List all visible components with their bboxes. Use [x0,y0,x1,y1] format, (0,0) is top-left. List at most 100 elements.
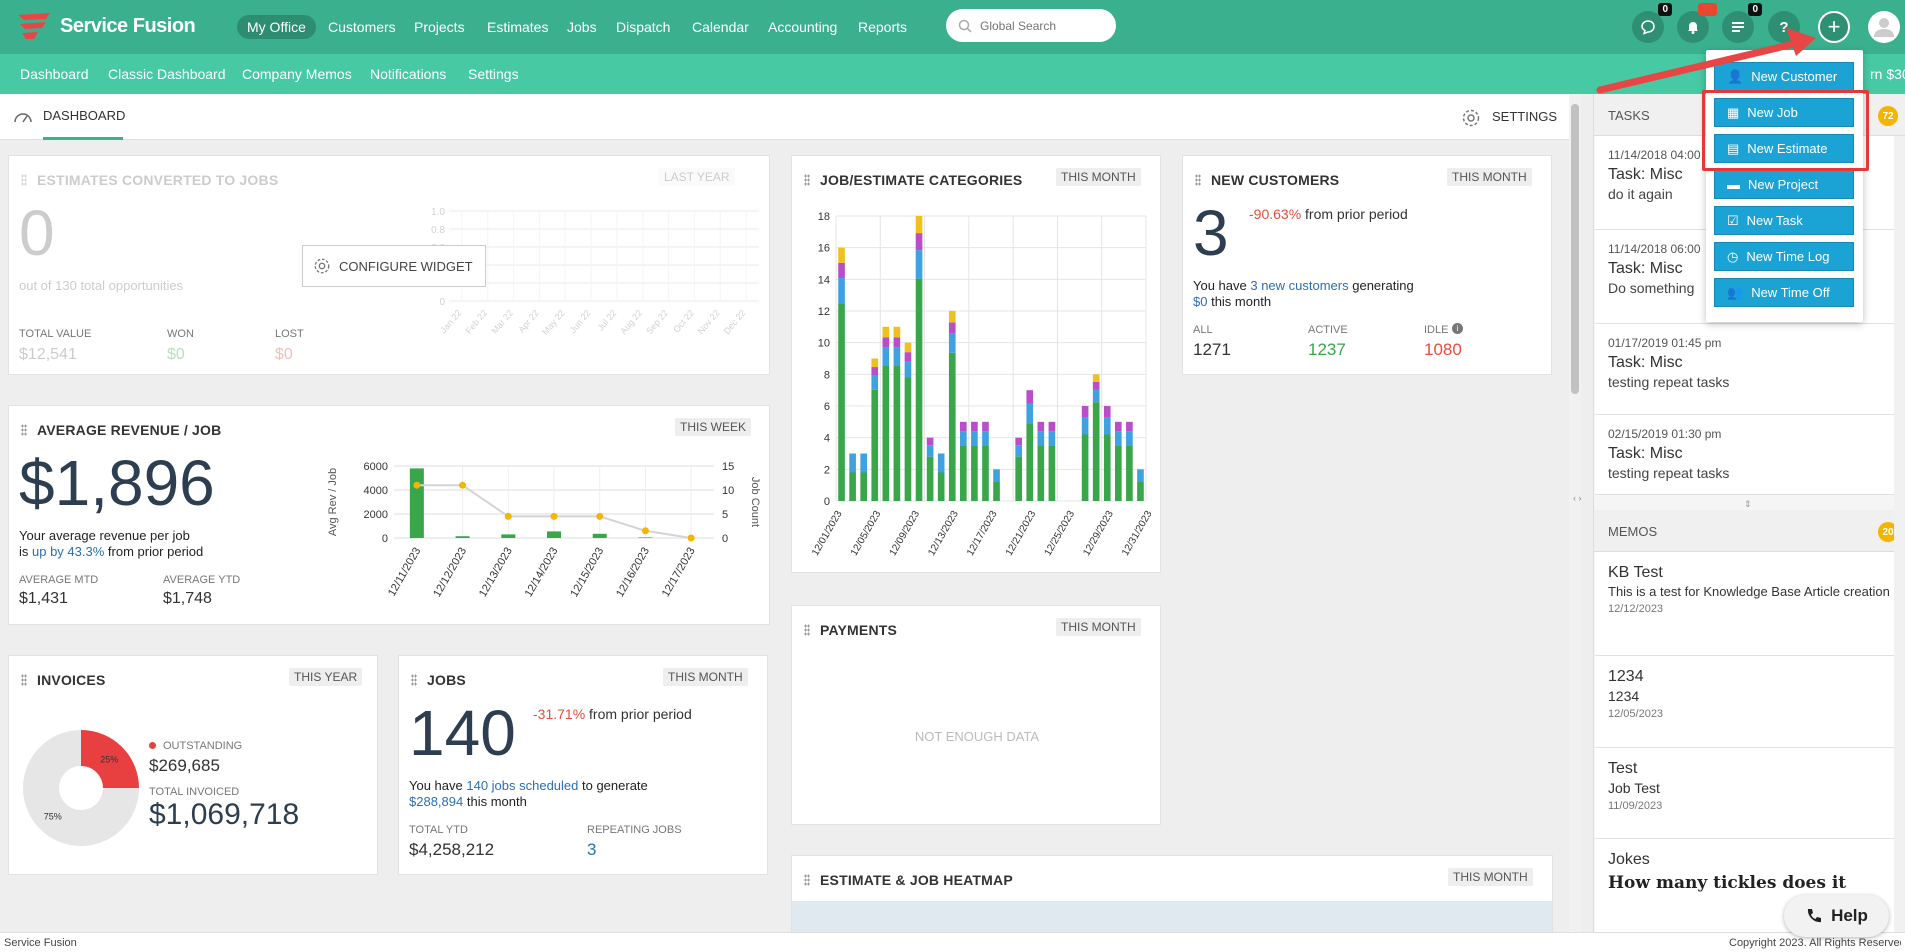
line-point [641,527,649,535]
period-select[interactable]: THIS WEEK [675,418,752,436]
scrollbar-thumb[interactable] [1571,104,1579,394]
chat-button[interactable]: 0 [1632,3,1672,43]
bar-segment [1126,445,1133,501]
subnav-company-memos[interactable]: Company Memos [242,66,352,82]
notifications-button[interactable]: 70 [1677,3,1717,43]
change-link[interactable]: up by 43.3% [32,544,105,559]
configure-widget-button[interactable]: CONFIGURE WIDGET [302,245,486,287]
subnav-dashboard[interactable]: Dashboard [20,66,89,82]
tasks-list-button[interactable]: 0 [1722,3,1762,43]
new-customers-revenue-link[interactable]: $0 [1193,294,1208,309]
user-avatar[interactable] [1868,11,1900,43]
jobs-scheduled-link[interactable]: 140 jobs scheduled [466,778,579,793]
drag-handle-icon[interactable] [21,674,27,686]
drag-handle-icon[interactable] [1195,174,1201,186]
tasks-count: 72 [1878,106,1898,126]
y2-tick-label: 0 [722,533,728,545]
quick-add-button[interactable]: + [1818,11,1850,43]
memo-item[interactable]: Test Job Test 11/09/2023 [1595,748,1905,839]
panel-scrollbar[interactable] [1894,136,1905,932]
y-tick-label: 4 [824,433,830,445]
help-button[interactable]: Help [1784,895,1889,937]
x-tick-label: Jan 22 [438,308,463,335]
nav-calendar[interactable]: Calendar [692,19,749,35]
bar-segment [1048,445,1056,501]
new-customer-button[interactable]: 👤 New Customer [1714,62,1854,91]
memo-item[interactable]: 1234 1234 12/05/2023 [1595,656,1905,748]
task-item[interactable]: 02/15/2019 01:30 pm Task: Misc testing r… [1595,415,1905,495]
new-project-button[interactable]: ▬ New Project [1714,170,1854,199]
x-tick-label: 12/17/2023 [660,546,698,600]
nav-accounting[interactable]: Accounting [768,19,838,35]
period-select[interactable]: THIS MONTH [1056,168,1141,186]
nav-estimates[interactable]: Estimates [487,19,549,35]
y-tick-label: 0 [382,533,388,545]
new-customers-link[interactable]: 3 new customers [1250,278,1349,293]
period-select[interactable]: THIS MONTH [1448,868,1533,886]
y-tick-label: 2000 [364,509,388,521]
drag-handle-icon[interactable] [804,174,810,186]
total-invoiced-label: TOTAL INVOICED [149,786,240,798]
drag-handle-icon[interactable] [411,674,417,686]
bar-segment [1115,431,1122,446]
period-select[interactable]: LAST YEAR [659,168,735,186]
period-select[interactable]: THIS YEAR [289,668,363,686]
period-select[interactable]: THIS MONTH [1056,618,1141,636]
gear-icon[interactable] [1461,108,1481,128]
nav-customers[interactable]: Customers [328,19,396,35]
nav-my-office[interactable]: My Office [237,15,316,39]
new-estimate-button[interactable]: ▤ New Estimate [1714,134,1854,163]
tab-underline [43,137,123,140]
subnav-classic-dashboard[interactable]: Classic Dashboard [108,66,226,82]
main-scrollbar[interactable] [1569,94,1581,932]
categories-card: JOB/ESTIMATE CATEGORIES THIS MONTH 18 16 1… [791,155,1161,573]
heatmap-map[interactable] [792,901,1552,933]
top-nav: Service Fusion My Office Customers Proje… [0,0,1905,54]
task-item[interactable]: 01/17/2019 01:45 pm Task: Misc testing r… [1595,324,1905,415]
new-task-button[interactable]: ☑ New Task [1714,206,1854,235]
avg-mtd-value: $1,431 [19,590,68,607]
avg-revenue-card: AVERAGE REVENUE / JOB THIS WEEK $1,896 Y… [8,405,770,625]
search-input[interactable] [980,18,1100,33]
memo-item[interactable]: Jokes How many tickles does it [1595,839,1905,932]
bar-segment [948,322,956,334]
bar [501,534,516,538]
idle-value: 1080 [1424,340,1462,359]
settings-link[interactable]: SETTINGS [1492,109,1558,124]
period-select[interactable]: THIS MONTH [663,668,748,686]
bar-segment [948,333,956,353]
total-ytd-value: $4,258,212 [409,840,495,859]
nav-projects[interactable]: Projects [414,19,465,35]
bar-segment [982,431,989,446]
drag-handle-icon[interactable] [804,624,810,636]
drag-handle-icon[interactable] [21,174,27,186]
dashboard-tab[interactable]: DASHBOARD [43,108,126,123]
calendar-icon: ▦ [1727,104,1740,120]
drag-handle-icon[interactable] [804,874,810,886]
subnav-notifications[interactable]: Notifications [370,66,447,82]
bar-segment [904,361,912,378]
jobs-card: JOBS THIS MONTH 140 -31.71% from prior p… [398,655,768,875]
memo-item[interactable]: KB Test This is a test for Knowledge Bas… [1595,552,1905,656]
new-time-off-button[interactable]: 👥 New Time Off [1714,278,1854,307]
subnav-settings[interactable]: Settings [468,66,519,82]
chat-count: 0 [1658,3,1672,16]
period-select[interactable]: THIS MONTH [1447,168,1532,186]
repeating-jobs-value[interactable]: 3 [587,840,597,859]
global-search[interactable] [946,9,1116,42]
info-icon[interactable]: i [1452,323,1463,334]
bar-segment [1081,406,1089,418]
nav-dispatch[interactable]: Dispatch [616,19,671,35]
bar-segment [1137,482,1144,501]
drag-handle-icon[interactable] [21,424,27,436]
promo-text[interactable]: rn $300 [1870,66,1905,82]
nav-reports[interactable]: Reports [858,19,908,35]
brand-logo[interactable]: Service Fusion [16,10,196,42]
new-time-log-button[interactable]: ◷ New Time Log [1714,242,1854,271]
bar-segment [1037,421,1045,432]
jobs-revenue-link[interactable]: $288,894 [409,794,464,809]
nav-jobs[interactable]: Jobs [567,19,597,35]
new-job-button[interactable]: ▦ New Job [1714,98,1854,127]
panel-toggle-icon[interactable]: ‹ › [1573,493,1582,503]
